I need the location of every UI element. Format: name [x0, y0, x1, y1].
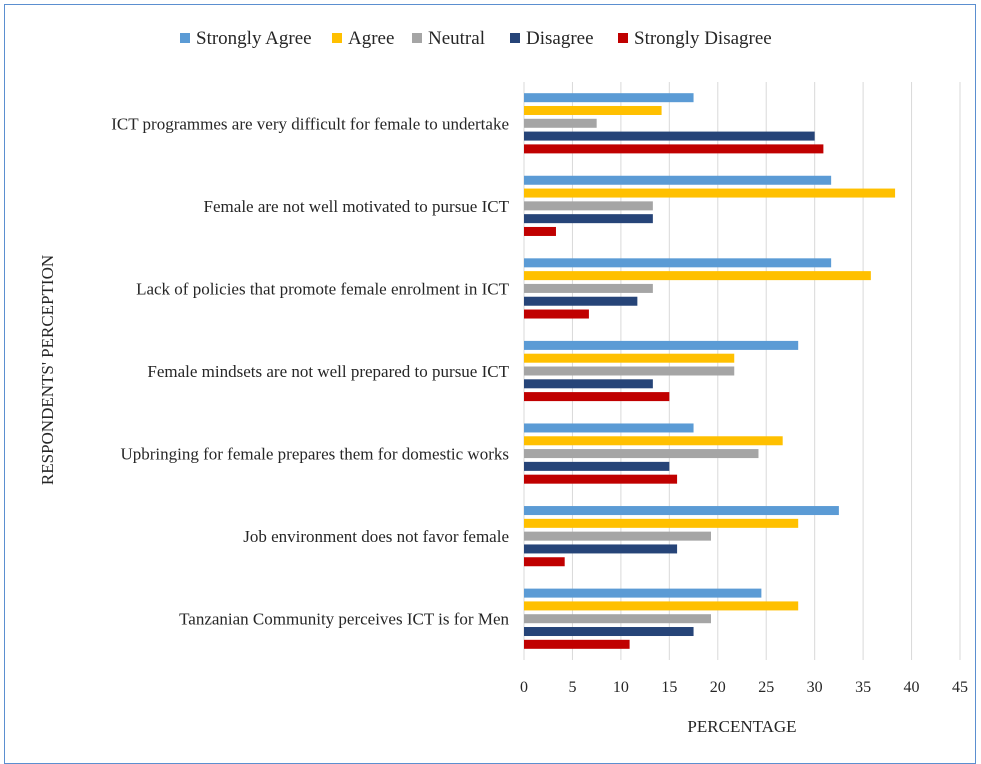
legend-swatch	[412, 33, 422, 43]
bar-strongly-disagree	[524, 557, 565, 567]
x-tick-label: 10	[613, 679, 629, 696]
bar-disagree	[524, 214, 653, 224]
bar-disagree	[524, 131, 815, 141]
bar-strongly-disagree	[524, 474, 678, 484]
bar-agree	[524, 353, 735, 363]
bar-neutral	[524, 118, 597, 128]
x-axis-label: PERCENTAGE	[687, 717, 796, 736]
x-tick-label: 5	[568, 679, 576, 696]
legend: Strongly Agree Agree Neutral Disagree Strong…	[180, 28, 772, 49]
bar-strongly-agree	[524, 423, 694, 433]
x-tick-label: 20	[710, 679, 726, 696]
bar-disagree	[524, 461, 670, 471]
x-tick-label: 0	[520, 679, 528, 696]
category-label: Job environment does not favor female	[243, 527, 509, 546]
legend-swatch	[510, 33, 520, 43]
bar-strongly-agree	[524, 340, 799, 350]
bar-strongly-disagree	[524, 639, 630, 649]
bar-strongly-agree	[524, 175, 832, 185]
bar-agree	[524, 436, 783, 446]
bar-agree	[524, 271, 871, 281]
y-axis-label: RESPONDENTS' PERCEPTION	[38, 255, 57, 485]
bar-strongly-disagree	[524, 392, 670, 402]
bar-strongly-agree	[524, 258, 832, 268]
x-tick-label: 15	[661, 679, 677, 696]
legend-label: Disagree	[526, 28, 594, 49]
x-tick-label: 30	[807, 679, 823, 696]
category-label: Upbringing for female prepares them for …	[120, 445, 509, 464]
bar-neutral	[524, 201, 653, 211]
x-tick-labels: 0 5 10 15 20 25 30 35 40 45	[520, 679, 968, 696]
bar-strongly-disagree	[524, 309, 589, 319]
bars	[524, 93, 896, 649]
bar-neutral	[524, 283, 653, 293]
bar-disagree	[524, 296, 638, 306]
bar-agree	[524, 601, 799, 611]
bar-strongly-agree	[524, 506, 839, 516]
bar-disagree	[524, 544, 678, 554]
bar-strongly-disagree	[524, 144, 824, 154]
bar-strongly-agree	[524, 93, 694, 103]
x-tick-label: 35	[855, 679, 871, 696]
bar-neutral	[524, 366, 735, 376]
legend-label: Neutral	[428, 28, 485, 49]
x-tick-label: 25	[758, 679, 774, 696]
bar-strongly-agree	[524, 588, 762, 598]
x-tick-label: 40	[904, 679, 920, 696]
category-labels: ICT programmes are very difficult for fe…	[111, 114, 509, 628]
category-label: Tanzanian Community perceives ICT is for…	[179, 610, 509, 629]
bar-agree	[524, 518, 799, 528]
bar-neutral	[524, 531, 711, 541]
category-label: Female mindsets are not well prepared to…	[147, 362, 509, 381]
category-label: Lack of policies that promote female enr…	[136, 279, 510, 298]
bar-chart: Strongly Agree Agree Neutral Disagree Strong…	[38, 28, 968, 736]
bar-neutral	[524, 614, 711, 624]
bar-strongly-disagree	[524, 226, 556, 236]
category-label: Female are not well motivated to pursue …	[204, 197, 510, 216]
bar-disagree	[524, 379, 653, 389]
bar-agree	[524, 188, 896, 198]
category-label: ICT programmes are very difficult for fe…	[111, 114, 509, 133]
legend-label: Strongly Disagree	[634, 28, 772, 49]
legend-swatch	[332, 33, 342, 43]
x-tick-label: 45	[952, 679, 968, 696]
legend-swatch	[618, 33, 628, 43]
bar-disagree	[524, 627, 694, 637]
legend-label: Agree	[348, 28, 394, 49]
legend-swatch	[180, 33, 190, 43]
legend-label: Strongly Agree	[196, 28, 312, 49]
bar-agree	[524, 105, 662, 115]
bar-neutral	[524, 449, 759, 459]
chart-frame	[4, 4, 976, 764]
